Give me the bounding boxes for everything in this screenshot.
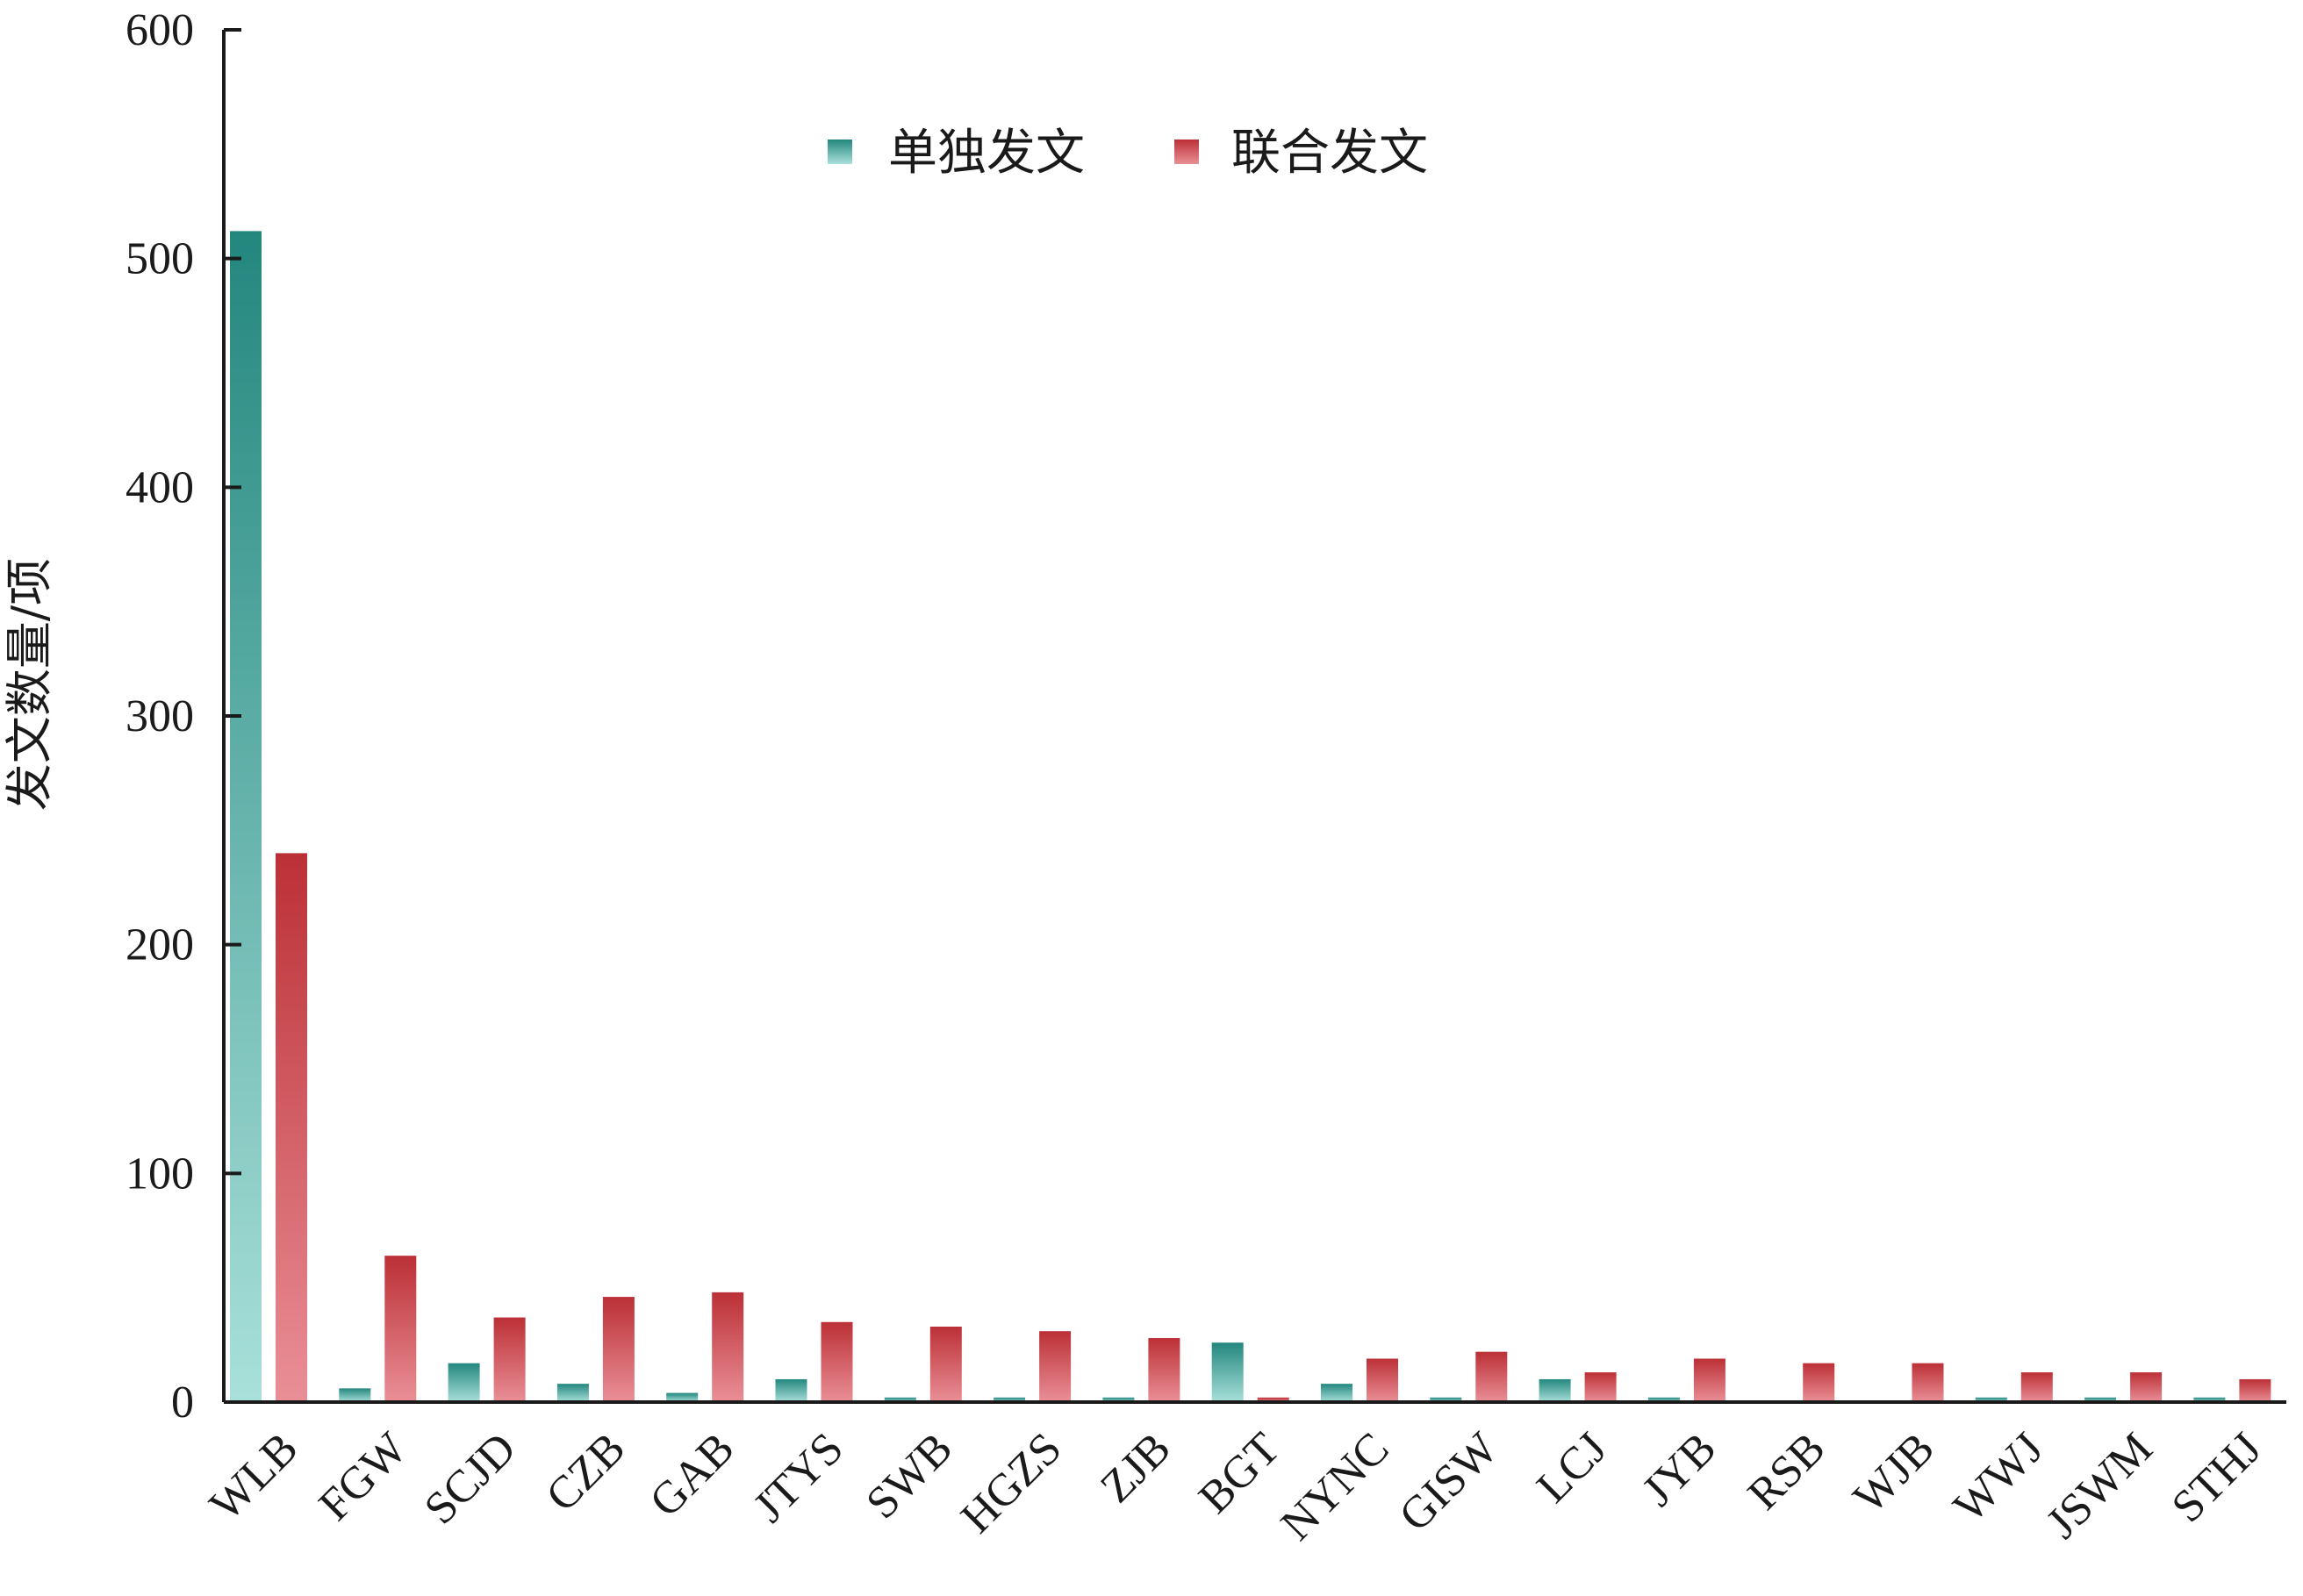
- bar-joint-lcj: [1584, 1372, 1617, 1402]
- x-tick-label-rsb: RSB: [1739, 1423, 1835, 1520]
- x-tick-label-fgw: FGW: [310, 1423, 417, 1530]
- bar-single-swb: [884, 1397, 916, 1402]
- bars-layer: [230, 231, 2271, 1402]
- bar-single-wwj: [1975, 1397, 2007, 1402]
- x-tick-label-nync: NYNC: [1272, 1423, 1398, 1549]
- y-tick-label: 600: [126, 5, 194, 55]
- bar-joint-zjb: [1148, 1338, 1180, 1402]
- bar-joint-rsb: [1803, 1363, 1835, 1402]
- bar-single-jyb: [1647, 1397, 1680, 1402]
- y-tick-label: 300: [126, 691, 194, 741]
- y-ticks: 0 100 200 300 400 500 600: [126, 5, 241, 1428]
- legend: 单独发文 联合发文: [828, 125, 1428, 182]
- x-tick-label-swb: SWB: [857, 1423, 962, 1528]
- x-tick-label-jswm: JSWM: [2037, 1423, 2162, 1548]
- x-tick-label-wjb: WJB: [1844, 1423, 1944, 1523]
- y-tick-label: 100: [126, 1149, 194, 1199]
- bar-single-jswm: [2084, 1397, 2117, 1402]
- bar-single-jtys: [775, 1378, 807, 1402]
- y-tick-label: 400: [126, 462, 194, 512]
- y-tick-label: 500: [126, 234, 194, 284]
- x-tick-label-zjb: ZJB: [1091, 1423, 1180, 1513]
- legend-swatch-single: [828, 140, 852, 164]
- bar-single-czb: [556, 1384, 589, 1402]
- x-tick-label-jyb: JYB: [1633, 1423, 1726, 1516]
- y-tick-label: 200: [126, 920, 194, 970]
- legend-swatch-joint: [1174, 140, 1199, 164]
- bar-joint-czb: [602, 1297, 635, 1402]
- bar-single-gisw: [1430, 1397, 1462, 1402]
- bar-single-zjb: [1102, 1397, 1135, 1402]
- bar-joint-wwj: [2020, 1372, 2053, 1402]
- bar-joint-swb: [929, 1326, 962, 1402]
- bar-joint-wjb: [1912, 1363, 1944, 1402]
- bar-single-gab: [666, 1392, 699, 1402]
- legend-label-joint: 联合发文: [1231, 125, 1428, 182]
- bar-single-sthj: [2193, 1397, 2226, 1402]
- legend-label-single: 单独发文: [888, 125, 1085, 182]
- x-tick-label-scjd: SCJD: [415, 1423, 526, 1534]
- bar-joint-jyb: [1693, 1358, 1725, 1402]
- x-tick-label-lcj: LCJ: [1527, 1423, 1617, 1513]
- y-axis-label: 发文数量/项: [2, 558, 57, 811]
- x-tick-label-czb: CZB: [537, 1423, 635, 1521]
- bar-joint-scjd: [493, 1317, 526, 1402]
- bar-single-wlb: [230, 231, 262, 1402]
- bar-joint-jtys: [821, 1321, 853, 1402]
- bar-joint-gab: [712, 1292, 744, 1402]
- bar-single-bgt: [1211, 1342, 1244, 1402]
- x-tick-label-jtys: JTYS: [744, 1423, 853, 1532]
- bar-single-fgw: [339, 1388, 371, 1402]
- bar-single-lcj: [1539, 1378, 1571, 1402]
- x-tick-label-wlb: WLB: [200, 1423, 307, 1530]
- bar-joint-nync: [1367, 1358, 1398, 1402]
- x-tick-label-bgt: BGT: [1189, 1423, 1289, 1523]
- x-tick-label-sthj: STHJ: [2163, 1423, 2271, 1532]
- y-tick-label: 0: [171, 1378, 194, 1428]
- x-tick-label-hgzs: HGZS: [951, 1423, 1071, 1542]
- bar-joint-gisw: [1475, 1351, 1508, 1402]
- bar-joint-jswm: [2130, 1372, 2163, 1402]
- bar-joint-fgw: [384, 1256, 417, 1402]
- bar-single-scjd: [448, 1363, 480, 1402]
- bar-joint-hgzs: [1039, 1331, 1072, 1402]
- bar-single-nync: [1321, 1384, 1352, 1402]
- x-tick-label-gab: GAB: [641, 1423, 744, 1527]
- bar-joint-bgt: [1257, 1397, 1289, 1402]
- bar-single-hgzs: [994, 1397, 1026, 1402]
- x-tick-label-gisw: GISW: [1390, 1423, 1508, 1541]
- bar-joint-wlb: [276, 853, 307, 1402]
- x-tick-label-wwj: WWJ: [1944, 1423, 2053, 1532]
- bar-joint-sthj: [2239, 1378, 2271, 1402]
